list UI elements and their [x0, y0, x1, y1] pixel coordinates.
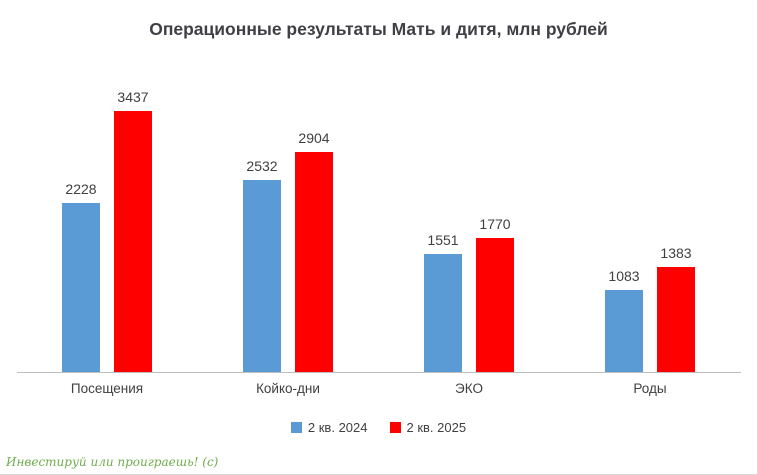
bar-column: 3437 — [114, 89, 152, 372]
legend-item: 2 кв. 2025 — [389, 420, 467, 435]
bar-pair: 1083 1383 — [605, 99, 695, 372]
bar-value-label: 1551 — [427, 232, 459, 248]
bar — [424, 254, 462, 372]
bar-value-label: 3437 — [117, 89, 149, 105]
category-label: Койко-дни — [256, 381, 320, 396]
bar — [295, 152, 333, 372]
category-label: ЭКО — [455, 381, 483, 396]
bar-column: 1083 — [605, 268, 643, 372]
bar-column: 1383 — [657, 245, 695, 372]
category-label: Роды — [633, 381, 667, 396]
bar-group: 2532 2904 — [198, 99, 379, 372]
bar-column: 2228 — [62, 181, 100, 372]
bar-pair: 1551 1770 — [424, 99, 514, 372]
bar — [62, 203, 100, 372]
plot-area: 2228 3437 2532 2904 1551 1770 1083 1383 — [16, 89, 741, 373]
category-axis: Посещения Койко-дни ЭКО Роды — [17, 381, 741, 396]
bar — [243, 180, 281, 372]
bar-group: 2228 3437 — [17, 89, 198, 372]
bar-chart: 2228 3437 2532 2904 1551 1770 1083 1383 Посещен… — [16, 89, 741, 396]
bar-column: 2904 — [295, 130, 333, 372]
legend-label: 2 кв. 2024 — [307, 420, 368, 435]
bar-pair: 2532 2904 — [243, 99, 333, 372]
chart-title: Операционные результаты Мать и дитя, млн… — [149, 19, 608, 39]
bar-pair: 2228 3437 — [62, 89, 152, 372]
bar — [657, 267, 695, 372]
bar-value-label: 2532 — [246, 158, 278, 174]
legend-label: 2 кв. 2025 — [406, 420, 467, 435]
legend-swatch — [389, 422, 401, 433]
bar-column: 1551 — [424, 232, 462, 372]
legend-item: 2 кв. 2024 — [290, 420, 368, 435]
category-label: Посещения — [70, 381, 144, 396]
watermark: Инвестируй или проиграешь! (с) — [6, 455, 219, 469]
legend-swatch — [290, 422, 302, 433]
bar-value-label: 1083 — [608, 268, 640, 284]
bar-column: 2532 — [243, 158, 281, 372]
bar — [476, 238, 514, 372]
bar-group: 1551 1770 — [379, 99, 560, 372]
bar-column: 1770 — [476, 216, 514, 372]
bar-value-label: 2904 — [298, 130, 330, 146]
bar-value-label: 1770 — [479, 216, 511, 232]
bar — [605, 290, 643, 372]
bar-group: 1083 1383 — [560, 99, 741, 372]
bar — [114, 111, 152, 372]
legend: 2 кв. 2024 2 кв. 2025 — [0, 420, 757, 435]
bar-value-label: 2228 — [65, 181, 97, 197]
bar-value-label: 1383 — [660, 245, 692, 261]
